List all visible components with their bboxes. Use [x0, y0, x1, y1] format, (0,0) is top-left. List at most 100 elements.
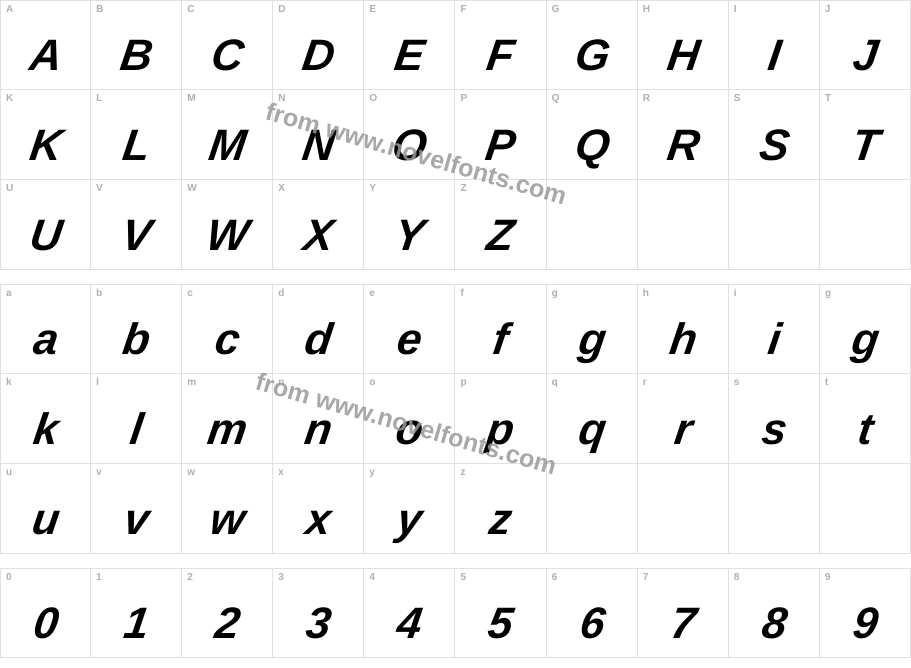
glyph-cell: ii [729, 284, 820, 374]
glyph-label: 2 [187, 572, 193, 583]
glyph-cell: bb [91, 284, 182, 374]
glyph-label: Q [552, 93, 560, 104]
glyph-display: O [361, 121, 458, 171]
glyph-cell: EE [364, 0, 455, 90]
glyph-label: K [6, 93, 13, 104]
glyph-display: o [361, 405, 458, 455]
glyph-display: t [816, 405, 911, 455]
glyph-cell [729, 180, 820, 270]
glyph-display: 1 [88, 599, 185, 649]
spacer-cell [364, 270, 455, 284]
glyph-label: 7 [643, 572, 649, 583]
glyph-cell: 44 [364, 568, 455, 658]
glyph-cell: 66 [547, 568, 638, 658]
glyph-label: Y [369, 183, 376, 194]
glyph-cell: 00 [0, 568, 91, 658]
glyph-label: c [187, 288, 193, 299]
glyph-display: V [88, 211, 185, 261]
glyph-display: g [816, 315, 911, 365]
glyph-display: c [179, 315, 276, 365]
glyph-cell: YY [364, 180, 455, 270]
glyph-display: A [0, 31, 94, 81]
glyph-cell: VV [91, 180, 182, 270]
glyph-cell: uu [0, 464, 91, 554]
glyph-display: a [0, 315, 94, 365]
glyph-display: M [179, 121, 276, 171]
glyph-label: W [187, 183, 196, 194]
glyph-cell: oo [364, 374, 455, 464]
glyph-label: m [187, 377, 196, 388]
glyph-cell: ww [182, 464, 273, 554]
glyph-cell: tt [820, 374, 911, 464]
spacer-cell [638, 270, 729, 284]
glyph-label: g [825, 288, 831, 299]
glyph-label: Z [460, 183, 466, 194]
glyph-display: C [179, 31, 276, 81]
glyph-cell: AA [0, 0, 91, 90]
glyph-label: B [96, 4, 103, 15]
glyph-display: H [634, 31, 731, 81]
glyph-cell: 33 [273, 568, 364, 658]
glyph-display: J [816, 31, 911, 81]
glyph-cell [638, 180, 729, 270]
glyph-display: k [0, 405, 94, 455]
glyph-display: d [270, 315, 367, 365]
glyph-cell: BB [91, 0, 182, 90]
glyph-cell: kk [0, 374, 91, 464]
spacer-cell [91, 554, 182, 568]
glyph-label: p [460, 377, 466, 388]
glyph-cell: 77 [638, 568, 729, 658]
glyph-display: y [361, 495, 458, 545]
glyph-cell: nn [273, 374, 364, 464]
glyph-cell: ee [364, 284, 455, 374]
glyph-display: n [270, 405, 367, 455]
glyph-display: p [452, 405, 549, 455]
glyph-display: h [634, 315, 731, 365]
glyph-display: Z [452, 211, 549, 261]
glyph-cell: TT [820, 90, 911, 180]
glyph-cell: II [729, 0, 820, 90]
glyph-label: N [278, 93, 285, 104]
glyph-cell: 11 [91, 568, 182, 658]
glyph-label: F [460, 4, 466, 15]
glyph-label: C [187, 4, 194, 15]
glyph-label: q [552, 377, 558, 388]
glyph-display: v [88, 495, 185, 545]
spacer-cell [820, 270, 911, 284]
glyph-cell: WW [182, 180, 273, 270]
glyph-label: A [6, 4, 13, 15]
glyph-cell: PP [455, 90, 546, 180]
glyph-cell: NN [273, 90, 364, 180]
glyph-label: I [734, 4, 737, 15]
glyph-display: R [634, 121, 731, 171]
glyph-cell: pp [455, 374, 546, 464]
glyph-display: 3 [270, 599, 367, 649]
glyph-label: f [460, 288, 463, 299]
glyph-label: R [643, 93, 650, 104]
glyph-label: n [278, 377, 284, 388]
glyph-cell: 99 [820, 568, 911, 658]
spacer-cell [182, 270, 273, 284]
glyph-label: S [734, 93, 741, 104]
glyph-label: h [643, 288, 649, 299]
glyph-display: e [361, 315, 458, 365]
glyph-display: I [725, 31, 822, 81]
glyph-cell: DD [273, 0, 364, 90]
spacer-cell [547, 554, 638, 568]
spacer-cell [273, 554, 364, 568]
spacer-cell [638, 554, 729, 568]
glyph-cell: SS [729, 90, 820, 180]
glyph-label: z [460, 467, 465, 478]
glyph-label: T [825, 93, 831, 104]
glyph-cell [820, 464, 911, 554]
glyph-display: 4 [361, 599, 458, 649]
glyph-label: r [643, 377, 647, 388]
glyph-cell: yy [364, 464, 455, 554]
glyph-display: q [543, 405, 640, 455]
glyph-label: 5 [460, 572, 466, 583]
spacer-cell [0, 554, 91, 568]
glyph-label: L [96, 93, 102, 104]
glyph-label: l [96, 377, 99, 388]
glyph-label: k [6, 377, 12, 388]
glyph-display: m [179, 405, 276, 455]
